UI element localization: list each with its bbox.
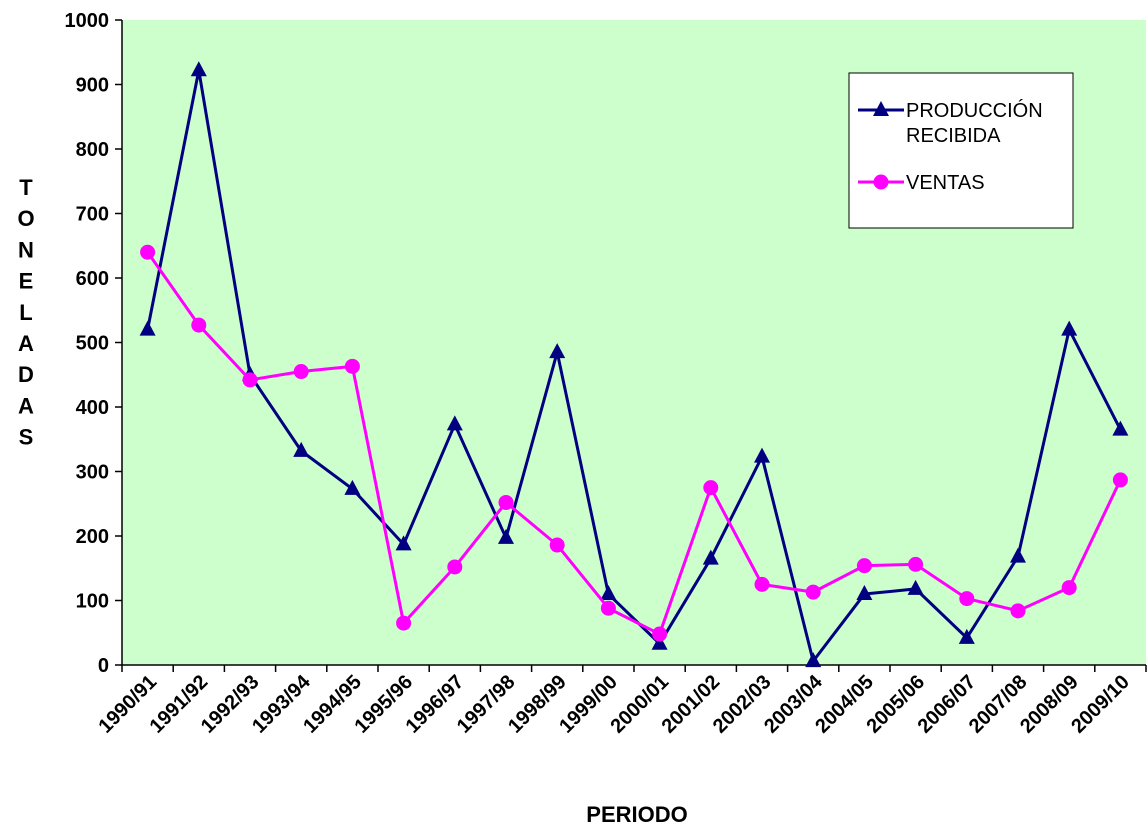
y-axis-title-letter: A <box>18 393 34 418</box>
data-point <box>1010 603 1026 619</box>
data-point <box>702 549 719 565</box>
data-point <box>652 626 668 642</box>
data-point <box>293 441 310 457</box>
data-point <box>190 61 207 77</box>
data-point <box>139 320 156 336</box>
data-point <box>498 528 514 544</box>
y-axis-title-letter: T <box>19 175 33 200</box>
data-point <box>191 317 207 333</box>
legend-label: PRODUCCIÓN <box>906 99 1043 122</box>
data-point <box>856 585 873 601</box>
data-point <box>805 584 821 600</box>
data-point <box>446 415 463 431</box>
y-tick-label: 100 <box>76 591 109 613</box>
x-tick-label: 2009/10 <box>1067 671 1134 738</box>
y-tick-label: 200 <box>76 526 109 548</box>
legend-item: VENTAS <box>858 172 985 194</box>
y-axis-title-letter: L <box>19 300 32 325</box>
axes <box>121 20 1146 666</box>
data-point <box>754 447 770 463</box>
y-tick-label: 500 <box>76 333 109 355</box>
legend-box <box>848 72 1074 229</box>
x-axis-ticks: 1990/911991/921992/931993/941994/951995/… <box>94 665 1147 738</box>
legend-marker <box>873 101 889 116</box>
y-axis-ticks: 0 100 200 300 400 500 600 700 800 900 1000 <box>65 10 122 677</box>
data-point <box>549 537 565 553</box>
data-point <box>600 585 617 601</box>
data-point <box>805 652 822 668</box>
y-axis-title-letter: N <box>18 237 34 262</box>
y-axis-title-letter: S <box>19 425 34 450</box>
legend: PRODUCCIÓN RECIBIDA VENTAS <box>848 72 1074 229</box>
data-point <box>498 494 514 510</box>
data-point <box>447 559 463 575</box>
data-point <box>396 615 412 631</box>
data-point <box>703 480 719 496</box>
data-point <box>1010 547 1026 563</box>
data-point <box>1061 580 1077 596</box>
series-layer <box>139 61 1129 668</box>
series-line <box>146 68 1122 663</box>
data-point <box>856 558 872 574</box>
y-axis-title-letter: O <box>17 206 34 231</box>
data-point <box>958 628 975 644</box>
series-line <box>146 251 1122 636</box>
legend-marker <box>873 174 889 190</box>
data-point <box>1061 320 1078 336</box>
data-point <box>1112 420 1129 436</box>
data-point <box>395 535 412 551</box>
y-tick-label: 300 <box>76 462 109 484</box>
y-tick-label: 400 <box>76 397 109 419</box>
y-tick-label: 900 <box>76 75 109 97</box>
data-point <box>959 591 975 607</box>
data-point <box>549 343 566 359</box>
y-axis-title-letter: E <box>19 269 34 294</box>
data-point <box>293 364 309 380</box>
data-point <box>651 634 668 650</box>
legend-label: RECIBIDA <box>906 125 1001 147</box>
data-point <box>344 479 361 495</box>
data-point <box>242 372 258 388</box>
legend-label: VENTAS <box>906 172 985 194</box>
y-tick-label: 1000 <box>65 10 110 32</box>
data-point <box>140 244 156 260</box>
data-point <box>907 579 924 595</box>
series-produccion-recibida <box>139 61 1129 668</box>
data-point <box>908 556 924 572</box>
data-point <box>600 600 616 616</box>
legend-item: PRODUCCIÓN RECIBIDA <box>858 99 1043 147</box>
data-point <box>344 358 360 374</box>
y-tick-label: 0 <box>98 655 109 677</box>
y-tick-label: 600 <box>76 268 109 290</box>
data-point <box>754 576 770 592</box>
y-tick-label: 800 <box>76 139 109 161</box>
y-tick-label: 700 <box>76 204 109 226</box>
series-ventas <box>140 244 1128 642</box>
y-axis-title-letter: A <box>18 331 34 356</box>
data-point <box>1112 472 1128 488</box>
y-axis-title-letter: D <box>18 362 34 387</box>
x-axis-title: PERIODO <box>586 802 687 825</box>
